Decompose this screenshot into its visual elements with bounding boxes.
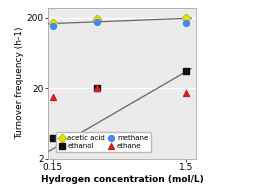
ethanol: [51, 136, 55, 139]
acetic acid: [184, 17, 188, 20]
ethanol: [95, 87, 99, 90]
acetic acid: [51, 22, 55, 25]
X-axis label: Hydrogen concentration (mol/L): Hydrogen concentration (mol/L): [41, 175, 203, 184]
ethane: [184, 92, 188, 95]
methane: [95, 21, 99, 24]
methane: [51, 24, 55, 27]
acetic acid: [95, 18, 99, 21]
methane: [184, 22, 188, 25]
Legend: acetic acid, ethanol, methane, ethane: acetic acid, ethanol, methane, ethane: [56, 132, 151, 152]
ethanol: [184, 70, 188, 73]
ethane: [51, 96, 55, 99]
ethane: [95, 87, 99, 90]
Y-axis label: Turnover frequency (h-1): Turnover frequency (h-1): [15, 27, 24, 139]
